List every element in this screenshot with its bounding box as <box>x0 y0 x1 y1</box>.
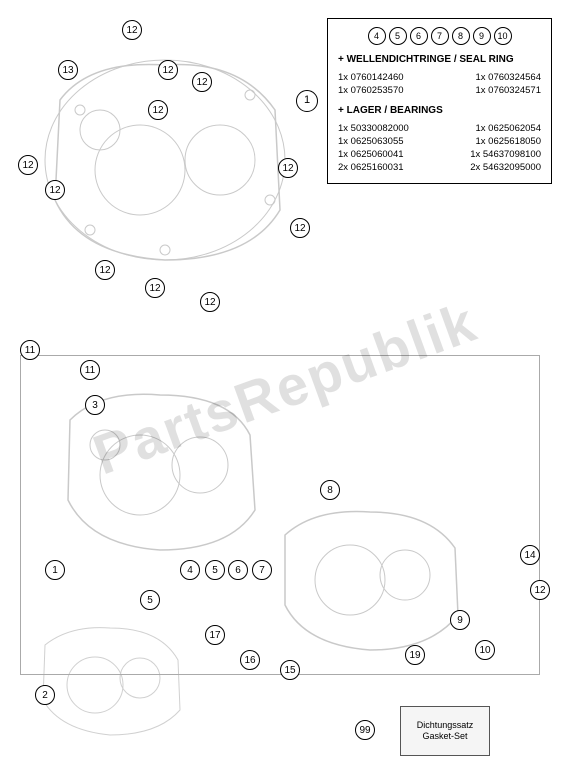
callout-11: 11 <box>20 340 40 360</box>
bearings-heading: + LAGER / BEARINGS <box>338 104 541 118</box>
callout-14: 14 <box>520 545 540 565</box>
callout-11: 11 <box>80 360 100 380</box>
bearing-row: 1x 0625060041 1x 54637098100 <box>338 148 541 161</box>
gasket-box-line1: Dichtungssatz <box>417 720 474 731</box>
callout-1: 1 <box>45 560 65 580</box>
parts-box-circles-row: 4 5 6 7 8 9 10 <box>338 27 541 45</box>
callout-5: 5 <box>205 560 225 580</box>
mini-circle: 9 <box>473 27 491 45</box>
seal-ring-heading: + WELLENDICHTRINGE / SEAL RING <box>338 53 541 67</box>
mini-circle: 8 <box>452 27 470 45</box>
callout-16: 16 <box>240 650 260 670</box>
callout-12: 12 <box>45 180 65 200</box>
bearing-row: 2x 0625160031 2x 54632095000 <box>338 161 541 174</box>
callout-12: 12 <box>200 292 220 312</box>
callout-5: 5 <box>140 590 160 610</box>
parts-info-box: 1 4 5 6 7 8 9 10 + WELLENDICHTRINGE / SE… <box>327 18 552 184</box>
callout-10: 10 <box>475 640 495 660</box>
callout-17: 17 <box>205 625 225 645</box>
callout-12: 12 <box>530 580 550 600</box>
callout-12: 12 <box>158 60 178 80</box>
callout-8: 8 <box>320 480 340 500</box>
seal-ring-row: 1x 0760142460 1x 0760324564 <box>338 71 541 84</box>
callout-9: 9 <box>450 610 470 630</box>
callout-12: 12 <box>18 155 38 175</box>
callout-12: 12 <box>278 158 298 178</box>
callout-19: 19 <box>405 645 425 665</box>
parts-box-side-callout-num: 1 <box>304 93 310 108</box>
callout-4: 4 <box>180 560 200 580</box>
mini-circle: 10 <box>494 27 512 45</box>
callout-99: 99 <box>355 720 375 740</box>
callout-3: 3 <box>85 395 105 415</box>
seal-ring-row: 1x 0760253570 1x 0760324571 <box>338 84 541 97</box>
bearing-row: 1x 0625063055 1x 0625618050 <box>338 135 541 148</box>
callout-12: 12 <box>95 260 115 280</box>
callout-2: 2 <box>35 685 55 705</box>
mini-circle: 5 <box>389 27 407 45</box>
callout-7: 7 <box>252 560 272 580</box>
callout-12: 12 <box>192 72 212 92</box>
callout-15: 15 <box>280 660 300 680</box>
diagram-container: PartsRepublik 1 4 5 6 7 8 9 10 + WELLEND… <box>0 0 570 776</box>
callout-6: 6 <box>228 560 248 580</box>
callout-12: 12 <box>122 20 142 40</box>
callout-13: 13 <box>58 60 78 80</box>
gasket-box-line2: Gasket-Set <box>422 731 467 742</box>
callout-12: 12 <box>290 218 310 238</box>
callout-12: 12 <box>145 278 165 298</box>
gasket-set-box: Dichtungssatz Gasket-Set <box>400 706 490 756</box>
bearing-row: 1x 50330082000 1x 0625062054 <box>338 122 541 135</box>
callout-12: 12 <box>148 100 168 120</box>
parts-box-side-callout: 1 <box>296 90 318 112</box>
mini-circle: 7 <box>431 27 449 45</box>
mini-circle: 6 <box>410 27 428 45</box>
mini-circle: 4 <box>368 27 386 45</box>
